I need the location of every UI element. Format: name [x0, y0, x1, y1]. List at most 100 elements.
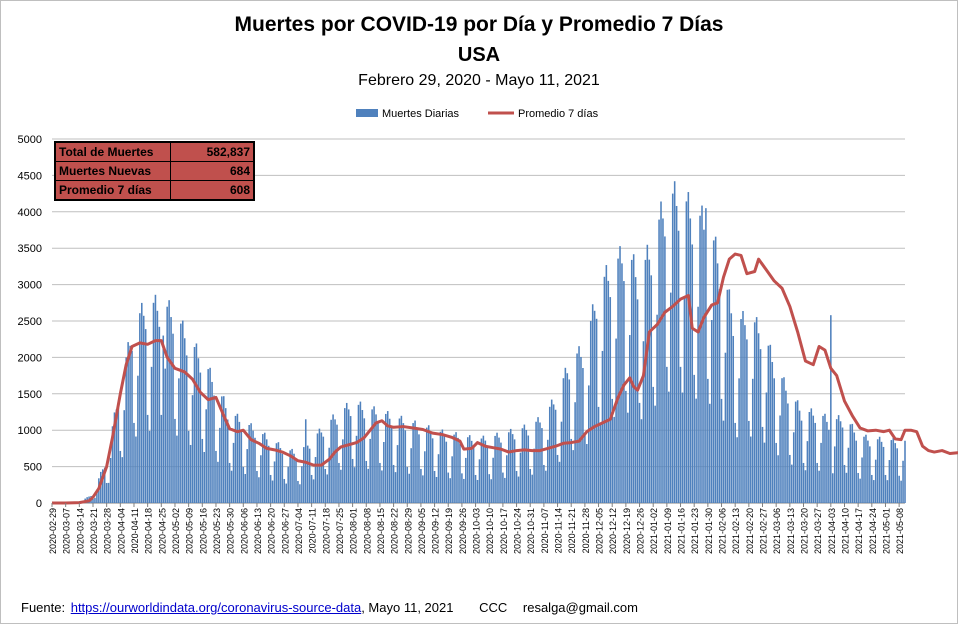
bar [722, 420, 725, 503]
bar [379, 462, 381, 503]
bar [111, 426, 114, 503]
bar [814, 422, 816, 503]
bar [792, 432, 795, 503]
bar [314, 457, 317, 503]
x-tick-label: 2021-04-03 [827, 508, 837, 554]
bar [109, 457, 112, 503]
x-tick-label: 2020-08-08 [362, 508, 372, 554]
bar [211, 381, 213, 503]
bar [303, 447, 305, 503]
bar [826, 421, 828, 503]
bar [465, 457, 467, 503]
y-tick-label: 4500 [18, 170, 42, 182]
bar [761, 426, 764, 503]
bar [695, 398, 697, 503]
bar [105, 482, 108, 503]
bar [301, 466, 303, 503]
bar [361, 410, 364, 503]
bar [619, 246, 621, 503]
bar [263, 432, 266, 503]
bar [560, 421, 563, 503]
bar [673, 181, 676, 503]
bar [439, 431, 442, 503]
bar [375, 414, 377, 503]
bar [652, 386, 654, 503]
bar [800, 420, 803, 503]
bar [392, 464, 395, 503]
bar [742, 311, 744, 503]
bar [383, 442, 385, 503]
bar [521, 428, 524, 503]
bar [330, 419, 332, 503]
x-tick-label: 2020-09-19 [444, 508, 454, 554]
bar [94, 497, 96, 503]
bar [180, 323, 182, 503]
bar [525, 429, 528, 503]
bar [199, 372, 202, 503]
bar [765, 392, 768, 503]
x-tick-label: 2021-05-01 [881, 508, 891, 554]
bar [759, 349, 762, 503]
bar [771, 361, 774, 503]
bar [650, 275, 653, 503]
bar [900, 480, 902, 503]
bar [644, 259, 647, 503]
x-tick-label: 2021-01-30 [704, 508, 714, 554]
bar [867, 440, 869, 503]
x-tick-label: 2020-09-05 [417, 508, 427, 554]
bar [100, 471, 102, 503]
bar [724, 352, 727, 503]
y-tick-label: 1500 [18, 389, 42, 401]
bar [625, 390, 627, 503]
bar [275, 443, 278, 503]
bar [541, 428, 543, 503]
bar [178, 378, 180, 503]
bar [420, 468, 422, 503]
bar [558, 461, 561, 503]
source-link[interactable]: https://ourworldindata.org/coronavirus-s… [70, 600, 362, 615]
x-tick-label: 2020-09-12 [431, 508, 441, 554]
bar [662, 218, 664, 503]
y-tick-label: 2500 [18, 316, 42, 328]
bar [205, 409, 207, 503]
bar [246, 449, 248, 503]
x-tick-label: 2021-01-09 [663, 508, 673, 554]
x-tick-label: 2020-12-05 [595, 508, 605, 554]
legend: Muertes Diarias Promedio 7 días [356, 108, 599, 120]
bar [193, 347, 196, 503]
legend-label-bars: Muertes Diarias [382, 108, 460, 120]
bar [285, 483, 288, 503]
chart-country: USA [457, 44, 501, 66]
bar [494, 435, 496, 503]
bar [195, 343, 198, 503]
bar [613, 416, 615, 503]
x-tick-label: 2021-02-06 [718, 508, 728, 554]
bar [828, 429, 830, 503]
x-tick-label: 2020-09-26 [458, 508, 468, 554]
bar [342, 439, 344, 503]
stats-label: Total de Muertes [54, 141, 171, 162]
bar [830, 315, 832, 503]
bar [326, 474, 329, 503]
bar [750, 436, 752, 503]
footer-date: , Mayo 11, 2021 [361, 600, 454, 615]
bar [443, 435, 446, 503]
bar [623, 281, 625, 503]
bar [638, 402, 641, 503]
bar [511, 434, 514, 503]
bar [183, 338, 186, 503]
bar [474, 474, 477, 503]
bar [476, 479, 479, 503]
bar [217, 461, 219, 503]
bar [681, 392, 684, 503]
bar [519, 452, 522, 503]
bar [609, 297, 612, 503]
y-tick-label: 2000 [18, 352, 42, 364]
bar [779, 415, 781, 503]
x-tick-label: 2020-08-15 [376, 508, 386, 554]
bar [529, 468, 532, 503]
bar [603, 276, 606, 503]
bar [664, 236, 666, 503]
x-tick-label: 2021-04-17 [854, 508, 864, 554]
bar [804, 470, 807, 503]
